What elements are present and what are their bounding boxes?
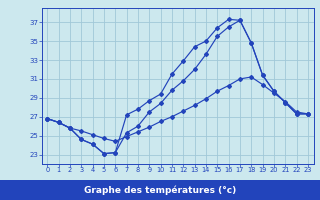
Text: Graphe des températures (°c): Graphe des températures (°c) [84,185,236,195]
